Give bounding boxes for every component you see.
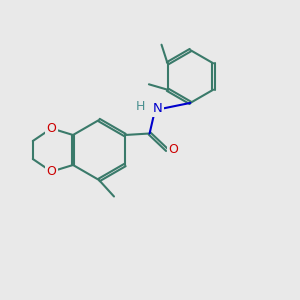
Text: N: N	[152, 102, 162, 115]
Text: O: O	[46, 165, 56, 178]
Text: H: H	[136, 100, 145, 113]
Text: O: O	[46, 122, 56, 135]
Text: O: O	[168, 143, 178, 156]
